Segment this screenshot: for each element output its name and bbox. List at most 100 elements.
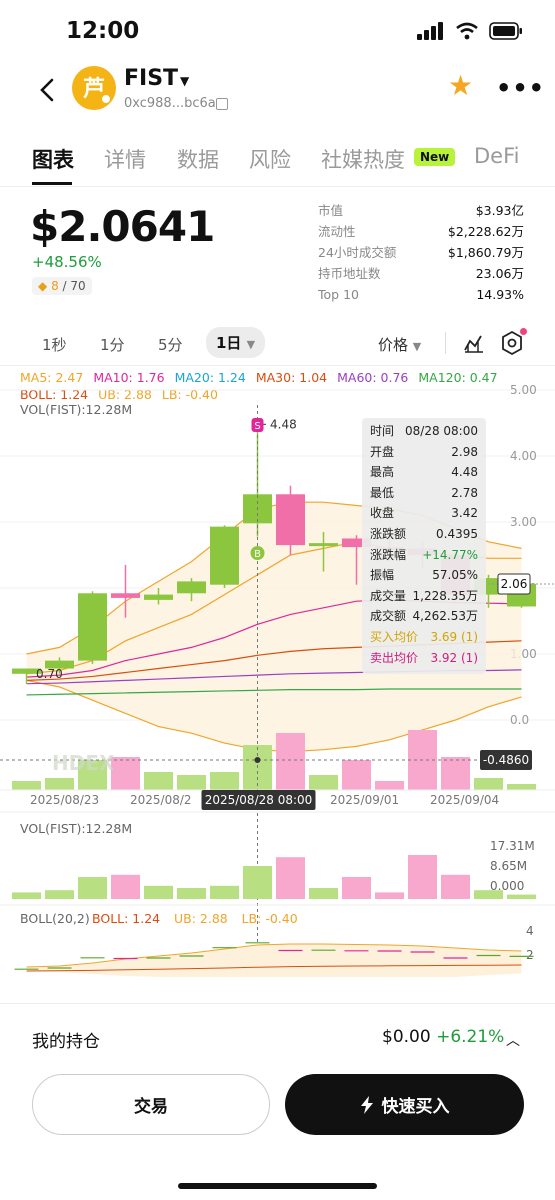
holdings-label: 我的持仓	[32, 1032, 100, 1052]
tooltip-value: 57.05%	[432, 568, 478, 583]
security-score[interactable]: ◆ 8 / 70	[32, 277, 92, 295]
volume-panel-bar	[309, 888, 338, 899]
crosshair-value-tag	[480, 750, 532, 770]
tab-social[interactable]: 社媒热度	[321, 148, 405, 172]
volume-panel-bar	[375, 892, 404, 899]
tooltip-row: 时间 08/28 08:00	[370, 421, 478, 442]
boll-panel-value: UB: 2.88	[174, 911, 228, 926]
interval-1s[interactable]: 1秒	[42, 336, 67, 354]
volume-bar	[309, 775, 338, 790]
stat-label: 24小时成交额	[318, 245, 397, 260]
tooltip-value: 0.4395	[436, 526, 478, 541]
star-icon[interactable]: ★	[448, 69, 474, 102]
chevron-up-icon[interactable]: ︿	[506, 1033, 520, 1049]
legend-item: MA60: 0.76	[337, 370, 409, 385]
quick-buy-button[interactable]: 快速买入	[285, 1074, 524, 1135]
boll-lower-line	[26, 679, 522, 753]
back-icon[interactable]	[34, 74, 62, 106]
tab-defi[interactable]: DeFi	[474, 144, 520, 168]
copy-icon[interactable]	[216, 98, 228, 110]
tab-data[interactable]: 数据	[177, 148, 219, 172]
tooltip-value: +14.77%	[422, 547, 478, 562]
current-price: $2.0641	[30, 202, 215, 251]
volume-bar	[375, 781, 404, 790]
candle-body	[12, 668, 41, 674]
volume-panel-bar	[144, 885, 173, 899]
divider	[0, 1003, 555, 1004]
home-indicator	[178, 1183, 377, 1189]
tooltip-label: 开盘	[370, 444, 395, 459]
token-name[interactable]: FIST	[124, 66, 179, 91]
diamond-icon: ◆	[38, 279, 48, 293]
candle-body	[309, 543, 338, 547]
volume-bar	[78, 760, 107, 790]
tooltip-row: 最低 2.78	[370, 483, 478, 504]
ma-legend: MA5: 2.47 MA10: 1.76 MA20: 1.24 MA30: 1.04 M…	[20, 370, 498, 385]
candle-body	[342, 538, 371, 548]
volume-bar	[144, 772, 173, 790]
volume-panel-bar	[177, 888, 206, 899]
tooltip-label: 卖出均价	[370, 650, 419, 665]
tooltip-value: 3.42	[451, 506, 478, 521]
volume-bar	[441, 757, 470, 790]
legend-item: MA120: 0.47	[418, 370, 498, 385]
tooltip-row: 涨跌额 0.4395	[370, 524, 478, 545]
candle-body	[111, 593, 140, 598]
battery-icon	[489, 22, 522, 40]
holdings-amount: $0.00	[382, 1027, 431, 1047]
tooltip-value: 2.78	[451, 485, 478, 500]
boll-panel-mid	[26, 964, 522, 972]
chevron-down-icon: ▼	[412, 340, 422, 353]
chevron-down-icon[interactable]: ▼	[180, 74, 190, 88]
tooltip-value: 4,262.53万	[412, 609, 478, 624]
trade-button[interactable]: 交易	[32, 1074, 270, 1135]
divider	[0, 186, 555, 187]
boll-tick-label: 4	[526, 924, 534, 938]
interval-1m[interactable]: 1分	[100, 336, 125, 354]
legend-item: BOLL: 1.24	[20, 387, 89, 402]
volume-tick-label: 17.31M	[490, 839, 535, 853]
price-selector[interactable]: 价格 ▼	[378, 334, 421, 355]
candle-body	[144, 594, 173, 600]
volume-bar	[111, 757, 140, 790]
legend-item: MA5: 2.47	[20, 370, 84, 385]
tooltip-row: 开盘 2.98	[370, 442, 478, 463]
new-badge: New	[414, 148, 456, 166]
tab-chart[interactable]: 图表	[32, 148, 74, 172]
tooltip-value: 1,228.35万	[412, 588, 478, 603]
crosshair-point	[254, 757, 261, 763]
more-icon[interactable]: •••	[496, 74, 546, 102]
holdings-change: +6.21%	[436, 1027, 505, 1047]
tooltip-label: 成交量	[370, 588, 407, 603]
tab-details[interactable]: 详情	[104, 148, 146, 172]
current-price-tag-label: 2.06	[501, 577, 528, 591]
volume-bar	[474, 778, 503, 790]
stat-row: Top 10 14.93%	[318, 284, 524, 305]
legend-item: LB: -0.40	[161, 387, 218, 402]
svg-text:芦: 芦	[83, 77, 105, 102]
settings-icon[interactable]	[500, 330, 524, 356]
ma-line	[26, 688, 522, 696]
tooltip-row: 成交额 4,262.53万	[370, 606, 478, 627]
indicator-icon[interactable]	[463, 332, 485, 354]
legend-item: MA10: 1.76	[93, 370, 165, 385]
token-address: 0xc988...bc6a	[124, 96, 216, 111]
volume-label: VOL(FIST):12.28M	[20, 402, 133, 417]
volume-panel-bar	[78, 877, 107, 899]
interval-5m[interactable]: 5分	[158, 336, 183, 354]
boll-tick-label: 2	[526, 948, 534, 962]
chevron-down-icon: ▼	[246, 338, 256, 351]
tooltip-label: 涨跌额	[370, 526, 407, 541]
buy-marker-bg	[250, 546, 265, 560]
legend-item: MA30: 1.04	[255, 370, 328, 385]
interval-1d[interactable]: 1日 ▼	[206, 327, 266, 358]
boll-panel-upper	[26, 943, 522, 968]
tooltip-label: 成交额	[370, 609, 407, 624]
tooltip-value: 3.69 (1)	[430, 629, 478, 644]
tab-risk[interactable]: 风险	[249, 148, 291, 172]
x-tick-label: 2025/09/04	[430, 793, 499, 807]
candle-body	[177, 581, 206, 594]
stat-row: 24小时成交额 $1,860.79万	[318, 242, 524, 263]
stat-value: 14.93%	[476, 287, 524, 302]
tooltip-value: 3.92 (1)	[430, 650, 478, 665]
